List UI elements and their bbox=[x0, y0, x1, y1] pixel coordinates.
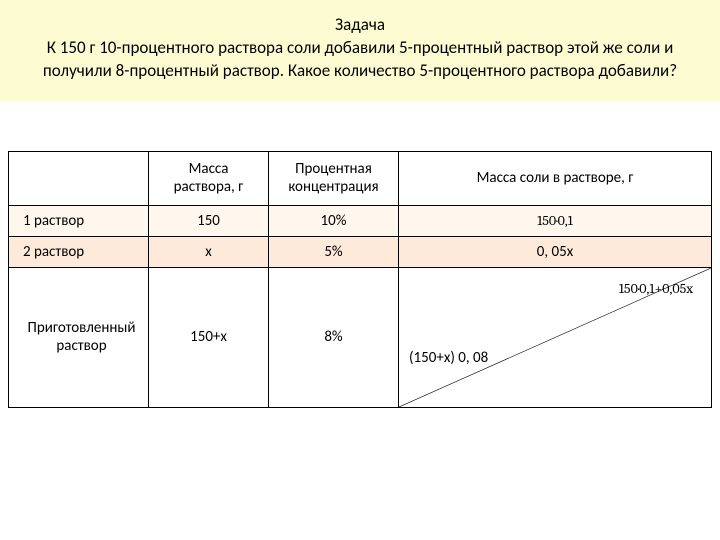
row-label: 1 раствор bbox=[9, 205, 149, 236]
cell-conc: 10% bbox=[269, 205, 399, 236]
problem-header: Задача К 150 г 10-процентного раствора с… bbox=[0, 0, 720, 101]
cell-salt: 150·0,1 bbox=[399, 205, 712, 236]
problem-title: Задача bbox=[30, 14, 690, 37]
problem-body: К 150 г 10-процентного раствора соли доб… bbox=[30, 37, 690, 83]
salt-expression-bottom: (150+x) 0, 08 bbox=[409, 349, 488, 367]
table-header-row: Масса раствора, г Процентная концентраци… bbox=[9, 151, 712, 205]
table-row: 1 раствор 150 10% 150·0,1 bbox=[9, 205, 712, 236]
cell-mass: 150 bbox=[149, 205, 269, 236]
solution-table: Масса раствора, г Процентная концентраци… bbox=[8, 151, 712, 408]
cell-salt: 0, 05x bbox=[399, 236, 712, 267]
row-label: Приготовленный раствор bbox=[9, 267, 149, 407]
row-label: 2 раствор bbox=[9, 236, 149, 267]
salt-expression-top: 150·0,1+0,05x bbox=[619, 280, 693, 297]
col-header-concentration: Процентная концентрация bbox=[269, 151, 399, 205]
solution-table-wrap: Масса раствора, г Процентная концентраци… bbox=[8, 151, 712, 408]
table-row: 2 раствор x 5% 0, 05x bbox=[9, 236, 712, 267]
cell-conc: 8% bbox=[269, 267, 399, 407]
cell-mass: 150+x bbox=[149, 267, 269, 407]
col-header-empty bbox=[9, 151, 149, 205]
col-header-salt: Масса соли в растворе, г bbox=[399, 151, 712, 205]
col-header-mass: Масса раствора, г bbox=[149, 151, 269, 205]
cell-mass: x bbox=[149, 236, 269, 267]
cell-conc: 5% bbox=[269, 236, 399, 267]
cell-salt-diagonal: 150·0,1+0,05x (150+x) 0, 08 bbox=[399, 267, 712, 407]
table-row: Приготовленный раствор 150+x 8% 150·0,1+… bbox=[9, 267, 712, 407]
